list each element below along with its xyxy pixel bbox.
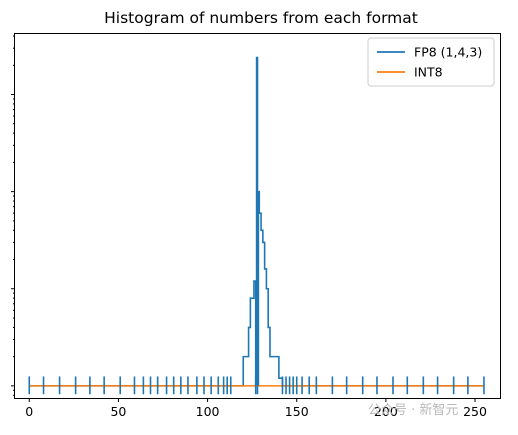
- x-tick-label: 150: [285, 404, 309, 419]
- legend-box: [367, 37, 495, 87]
- x-tick-label: 100: [196, 404, 220, 419]
- x-axis: 0 50 100 150 200 250: [25, 398, 487, 419]
- x-tick-label: 0: [25, 404, 33, 419]
- plot-frame: [14, 33, 501, 399]
- watermark-text: 公众号 · 新智元: [368, 402, 458, 418]
- x-tick-label: 200: [374, 404, 398, 419]
- x-tick-label: 50: [110, 404, 126, 419]
- series-layer: [28, 56, 485, 395]
- legend-label-0: FP8 (1,4,3): [414, 45, 482, 60]
- y-axis: [11, 35, 15, 396]
- legend: FP8 (1,4,3) INT8: [367, 37, 495, 87]
- chart-title: Histogram of numbers from each format: [104, 9, 418, 27]
- legend-label-1: INT8: [414, 65, 443, 80]
- series-line-0: [29, 56, 484, 387]
- x-tick-label: 250: [463, 404, 487, 419]
